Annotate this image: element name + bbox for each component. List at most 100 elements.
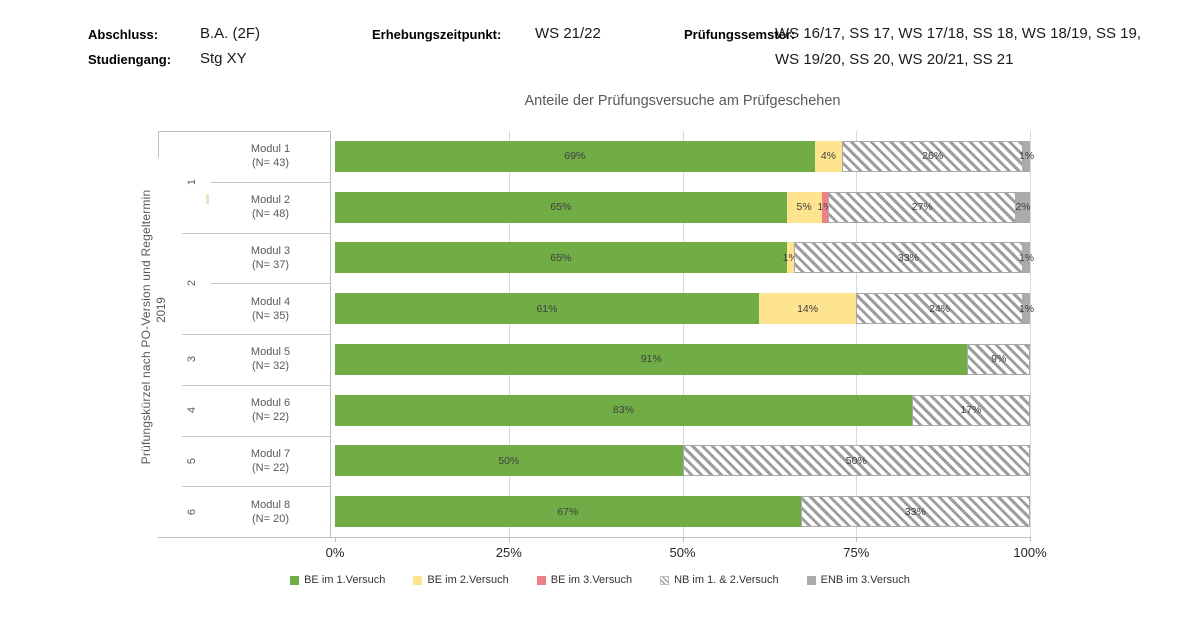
module-name: Modul 7 [250,447,291,460]
group-separator-line [182,334,330,335]
module-label: Modul 1 (N= 43) [211,131,330,182]
legend-label: ENB im 3.Versuch [820,574,910,586]
studiengang-label: Studiengang: [88,52,172,67]
bar-segment [335,496,801,528]
bar-row: 65% 5% 1% 27% 2% [335,191,1031,223]
bar-segment [1023,140,1030,172]
bar-segment [786,242,794,274]
bar-segment-label: 2% [1015,201,1031,214]
bar-row: 83% 17% [335,394,1030,426]
bar-segment [682,445,1030,477]
module-name: Modul 5 [250,346,291,359]
bar-row: 61% 14% 24% 1% [335,293,1034,325]
bar-segment-label: 27% [911,201,933,214]
bar-segment-label: 50% [498,454,520,467]
module-n-count: (N= 22) [252,411,289,424]
bar-segment-label: 83% [612,404,634,417]
module-name: Modul 4 [250,295,291,308]
group-label: 3 [186,356,198,363]
bar-segment [911,394,1030,426]
x-axis-tick [508,537,510,542]
legend-item: BE im 3.Versuch [536,574,633,586]
module-name: Modul 1 [250,143,291,156]
group-label: 4 [186,407,198,414]
module-name: Modul 2 [250,194,291,207]
x-tick-label: 75% [843,545,870,560]
group-separator-line [182,232,330,234]
bar-segment-label: 65% [550,251,572,264]
module-name: Modul 8 [250,498,291,511]
bar-segment [1023,293,1030,325]
legend-item: ENB im 3.Versuch [806,574,910,586]
bar-segment [335,343,968,375]
x-axis-tick [682,537,684,542]
bar-segment-label: 1% [1018,302,1035,315]
bar-segment-label: 50% [845,454,867,467]
bar-segment-label: 17% [960,404,982,417]
bar-segment [335,191,787,223]
pruefungssemester-label: Prüfungssemster: [684,27,796,42]
bar-segment [821,191,829,223]
module-label: Modul 2 (N= 48) [211,182,330,233]
bar-segment [335,140,815,172]
module-name: Modul 3 [250,244,291,257]
gridline [856,131,858,537]
legend-item: NB im 1. & 2.Versuch [660,574,779,586]
legend-label: NB im 1. & 2.Versuch [674,574,779,586]
x-axis-tick [1030,537,1031,542]
bar-segment [335,242,787,274]
bar-segment-label: 1% [1018,251,1035,264]
bar-segment-label: 9% [991,353,1007,366]
group-label: 1 [186,178,198,185]
module-n-count: (N= 22) [252,461,289,474]
module-n-count: (N= 35) [252,309,289,322]
studiengang-value: Stg XY [200,50,247,67]
module-separator-line [211,283,330,285]
bar-segment [1016,191,1030,223]
bar-segment-label: 4% [820,150,837,163]
bar-segment-label: 33% [897,251,919,264]
legend: BE im 1.Versuch BE im 2.Versuch BE im 3.Ve… [160,571,1040,589]
module-label: Modul 3 (N= 37) [211,233,330,284]
module-n-count: (N= 43) [252,157,289,170]
bar-segment [758,293,857,325]
legend-item: BE im 2.Versuch [413,574,509,586]
legend-label: BE im 3.Versuch [550,574,633,586]
legend-label: BE im 1.Versuch [304,574,386,586]
bar-segment [856,293,1024,325]
x-axis-line [158,537,1030,538]
bar-segment [800,496,1030,528]
module-label: Modul 6 (N= 22) [211,385,330,436]
bar-segment-label: 91% [640,353,662,366]
bar-segment [793,242,1024,274]
group-label: 6 [186,508,198,515]
x-tick-label: 100% [1013,545,1047,560]
legend-swatch-icon [660,575,670,585]
bar-segment [1023,242,1030,274]
legend-label: BE im 2.Versuch [427,574,509,586]
pruefungssemester-value-line2: WS 19/20, SS 20, WS 20/21, SS 21 [775,51,1014,68]
bar-segment [967,343,1030,375]
bar-row: 91% 9% [335,343,1030,375]
bar-segment [786,191,822,223]
bar-row: 50% 50% [335,445,1030,477]
bar-row: 65% 1% 33% 1% [335,242,1034,274]
gridline [1030,131,1031,537]
module-n-count: (N= 32) [252,360,289,373]
legend-item: BE im 1.Versuch [290,574,385,586]
bar-segment-label: 65% [550,201,572,214]
bar-segment-label: 24% [929,302,951,315]
bar-segment-label: 14% [797,302,819,315]
x-axis-tick [856,537,858,542]
bar-segment-label: 5% [796,201,812,214]
group-separator-line [182,384,330,386]
bar-segment [335,394,912,426]
group-separator-line [182,435,330,437]
abschluss-value: B.A. (2F) [200,25,261,42]
category-axis-top-line [158,131,330,132]
group-label: 5 [186,457,198,464]
module-separator-line [211,181,330,183]
legend-swatch-icon [536,575,546,585]
x-tick-label: 25% [495,545,522,560]
